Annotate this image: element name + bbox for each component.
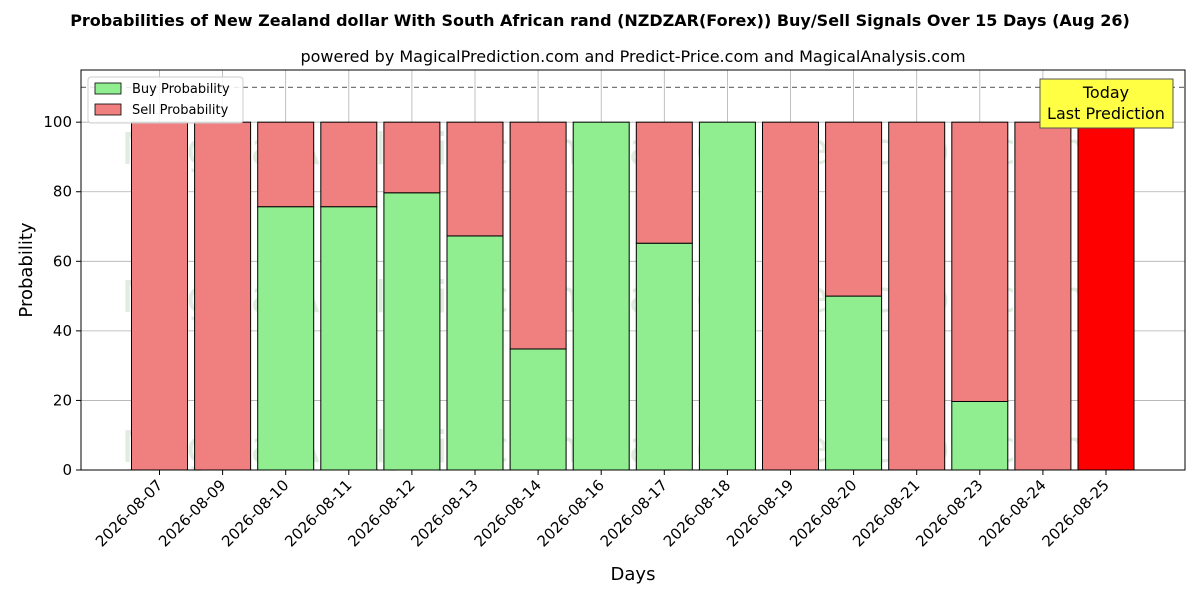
x-tick-label: 2026-08-23: [912, 476, 986, 550]
x-tick-label: 2026-08-16: [534, 476, 608, 550]
bar-buy: [951, 400, 1009, 471]
bars: [131, 121, 1135, 471]
bar-sell: [383, 121, 441, 194]
x-tick-label: 2026-08-14: [471, 476, 545, 550]
y-tick-label: 0: [62, 461, 72, 479]
bar-buy: [383, 192, 441, 471]
bar-buy: [509, 348, 567, 471]
bar-sell: [320, 121, 378, 208]
x-tick-label: 2026-08-11: [281, 476, 355, 550]
bar-buy: [698, 121, 756, 471]
today-annotation-box: [1039, 78, 1174, 129]
bar-buy: [825, 295, 883, 471]
x-tick-label: 2026-08-25: [1038, 476, 1112, 550]
bar-buy: [446, 235, 504, 471]
legend-label-buy: Buy Probability: [132, 82, 230, 97]
bar-sell-highlight: [1077, 121, 1135, 471]
y-tick-label: 40: [53, 322, 72, 340]
legend: Buy Probability Sell Probability: [87, 76, 244, 124]
x-tick-label: 2026-08-07: [92, 476, 166, 550]
legend-swatch-buy: [94, 82, 122, 95]
plot-frame: [80, 69, 1186, 471]
today-annotation-line2: Last Prediction: [1047, 104, 1165, 123]
bar-sell: [194, 121, 252, 471]
chart-title: Probabilities of New Zealand dollar With…: [70, 11, 1130, 30]
y-ticks: 0 20 40 60 80 100: [43, 113, 81, 479]
bar-sell: [635, 121, 693, 244]
x-tick-label: 2026-08-17: [597, 476, 671, 550]
bar-sell: [762, 121, 819, 471]
bar-sell: [888, 121, 946, 471]
x-tick-label: 2026-08-18: [660, 476, 734, 550]
bar-buy: [572, 121, 630, 471]
bar-sell: [1014, 121, 1072, 471]
x-tick-label: 2026-08-20: [786, 476, 860, 550]
bar-buy: [635, 242, 693, 471]
legend-swatch-sell: [94, 103, 122, 116]
chart-subtitle: powered by MagicalPrediction.com and Pre…: [300, 47, 965, 66]
x-tick-label: 2026-08-24: [975, 476, 1049, 550]
today-annotation: Today Last Prediction: [1039, 78, 1174, 129]
x-ticks: 2026-08-072026-08-092026-08-102026-08-11…: [92, 470, 1113, 550]
bar-sell: [825, 121, 883, 297]
y-tick-label: 80: [53, 183, 72, 201]
y-tick-label: 100: [43, 113, 72, 131]
bar-buy: [257, 206, 315, 471]
bar-sell: [257, 121, 315, 208]
bar-sell: [509, 121, 567, 350]
x-axis-label: Days: [611, 564, 656, 585]
x-tick-label: 2026-08-12: [344, 476, 418, 550]
bar-sell: [446, 121, 504, 237]
legend-box: [87, 76, 244, 124]
x-tick-label: 2026-08-19: [723, 476, 797, 550]
legend-label-sell: Sell Probability: [132, 103, 229, 118]
bar-sell: [131, 121, 188, 471]
x-tick-label: 2026-08-09: [155, 476, 229, 550]
y-axis-label: Probability: [16, 222, 37, 317]
y-tick-label: 20: [53, 391, 72, 409]
x-tick-label: 2026-08-13: [407, 476, 481, 550]
today-annotation-line1: Today: [1082, 83, 1129, 102]
bar-buy: [320, 206, 378, 471]
x-tick-label: 2026-08-10: [218, 476, 292, 550]
bar-sell: [951, 121, 1009, 402]
x-tick-label: 2026-08-21: [849, 476, 923, 550]
y-tick-label: 60: [53, 252, 72, 270]
